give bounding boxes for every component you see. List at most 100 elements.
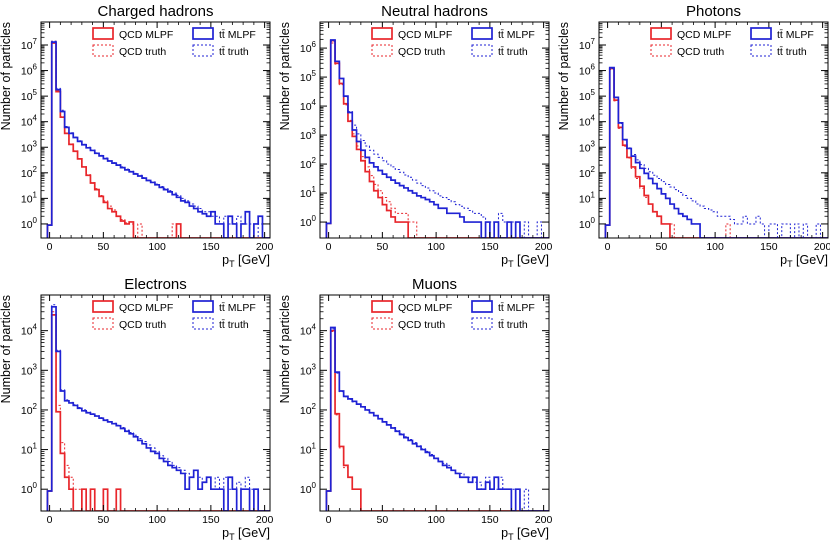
x-tick-label: 150 (760, 241, 778, 253)
y-tick-label: 102 (579, 165, 596, 180)
legend-swatch (192, 27, 214, 40)
x-tick-label: 50 (98, 514, 110, 526)
legend-label: QCD truth (398, 46, 445, 58)
y-axis-label: Number of particles (278, 22, 292, 130)
series-tt-truth (46, 40, 270, 238)
plot-frame (319, 21, 550, 239)
x-tick-label: 200 (535, 514, 553, 526)
panel-title: Charged hadrons (98, 3, 214, 20)
x-tick-label: 150 (481, 241, 499, 253)
y-tick-label: 105 (300, 69, 317, 84)
series-tt-mlpf (325, 326, 549, 511)
y-tick-label: 104 (579, 114, 596, 129)
y-tick-label: 102 (21, 402, 38, 417)
x-tick-label: 0 (47, 241, 53, 253)
panel-title: Neutral hadrons (381, 3, 488, 20)
x-tick-label: 50 (377, 241, 389, 253)
legend-label: QCD MLPF (119, 29, 173, 41)
x-axis-label: pT [GeV] (780, 253, 828, 269)
y-tick-label: 104 (300, 323, 317, 338)
legend-label: QCD truth (119, 46, 166, 58)
x-tick-label: 100 (148, 514, 166, 526)
legend-label: QCD truth (119, 319, 166, 331)
legend-swatch (371, 317, 393, 330)
y-tick-label: 101 (300, 442, 317, 457)
series-tt-mlpf (325, 39, 549, 238)
panel-title: Muons (412, 276, 457, 293)
y-tick-label: 102 (300, 156, 317, 171)
x-axis-label: pT [GeV] (222, 526, 270, 542)
legend: QCD MLPF QCD truth tt̄ MLPF tt̄ truth (650, 27, 814, 58)
legend-swatch (92, 317, 114, 330)
y-tick-label: 103 (300, 362, 317, 377)
x-tick-label: 0 (605, 241, 611, 253)
legend-swatch (192, 300, 214, 313)
legend-label: tt̄ truth (498, 46, 528, 58)
series-qcd-mlpf (325, 329, 549, 511)
x-axis-label: pT [GeV] (501, 526, 549, 542)
y-tick-label: 104 (21, 114, 38, 129)
y-tick-label: 101 (579, 190, 596, 205)
panel-charged-hadrons: Charged hadrons 0 50 100 150 200 100 101 102 103 1… (0, 3, 274, 269)
y-tick-label: 100 (579, 216, 596, 231)
panel-title: Photons (686, 3, 741, 20)
x-tick-label: 200 (535, 241, 553, 253)
legend-label: tt̄ truth (219, 46, 249, 58)
y-tick-label: 107 (579, 37, 596, 52)
x-tick-label: 100 (148, 241, 166, 253)
y-axis-label: Number of particles (278, 295, 292, 403)
y-tick-label: 101 (21, 442, 38, 457)
plot-frame (598, 21, 829, 239)
legend-label: QCD truth (677, 46, 724, 58)
series-tt-truth (325, 328, 549, 511)
y-tick-label: 106 (300, 40, 317, 55)
panel-muons: Muons 0 50 100 150 200 100 101 102 103 104 Number o… (278, 276, 553, 542)
series-qcd-truth (46, 40, 270, 238)
legend-swatch (650, 27, 672, 40)
panel-neutral-hadrons: Neutral hadrons 0 50 100 150 200 100 101 102 103 1… (278, 3, 553, 269)
legend-label: tt̄ truth (498, 319, 528, 331)
legend-label: tt̄ MLPF (498, 29, 535, 41)
y-tick-label: 106 (579, 63, 596, 78)
legend-swatch (371, 27, 393, 40)
legend-swatch (92, 300, 114, 313)
series-qcd-mlpf (325, 39, 549, 238)
x-tick-label: 0 (326, 241, 332, 253)
legend-swatch (92, 27, 114, 40)
legend-label: tt̄ truth (777, 46, 807, 58)
panel-electrons: Electrons 0 50 100 150 200 100 101 102 103 104 Numb… (0, 276, 274, 542)
legend-label: QCD MLPF (677, 29, 731, 41)
legend-swatch (471, 27, 493, 40)
x-tick-label: 200 (256, 241, 274, 253)
legend-label: QCD truth (398, 319, 445, 331)
x-tick-label: 0 (326, 514, 332, 526)
x-tick-label: 200 (256, 514, 274, 526)
legend: QCD MLPF QCD truth tt̄ MLPF tt̄ truth (92, 300, 256, 331)
y-tick-label: 105 (579, 88, 596, 103)
x-tick-label: 50 (377, 514, 389, 526)
legend-label: QCD MLPF (398, 29, 452, 41)
legend-swatch (371, 44, 393, 57)
series-tt-mlpf (46, 305, 270, 511)
plot-frame (40, 294, 271, 512)
series-qcd-mlpf (604, 67, 828, 238)
legend-swatch (650, 44, 672, 57)
y-tick-label: 107 (21, 37, 38, 52)
legend-swatch (471, 44, 493, 57)
legend-swatch (192, 317, 214, 330)
x-tick-label: 150 (202, 514, 220, 526)
legend-label: tt̄ truth (219, 319, 249, 331)
legend: QCD MLPF QCD truth tt̄ MLPF tt̄ truth (371, 300, 535, 331)
legend-label: QCD MLPF (119, 302, 173, 314)
plot-frame (319, 294, 550, 512)
x-tick-label: 50 (656, 241, 668, 253)
series-tt-truth (46, 304, 270, 511)
x-axis-label: pT [GeV] (222, 253, 270, 269)
y-axis-label: Number of particles (557, 22, 571, 130)
y-tick-label: 102 (21, 165, 38, 180)
series-qcd-truth (325, 331, 549, 511)
x-tick-label: 150 (202, 241, 220, 253)
y-tick-label: 103 (21, 362, 38, 377)
series-qcd-mlpf (46, 314, 270, 511)
